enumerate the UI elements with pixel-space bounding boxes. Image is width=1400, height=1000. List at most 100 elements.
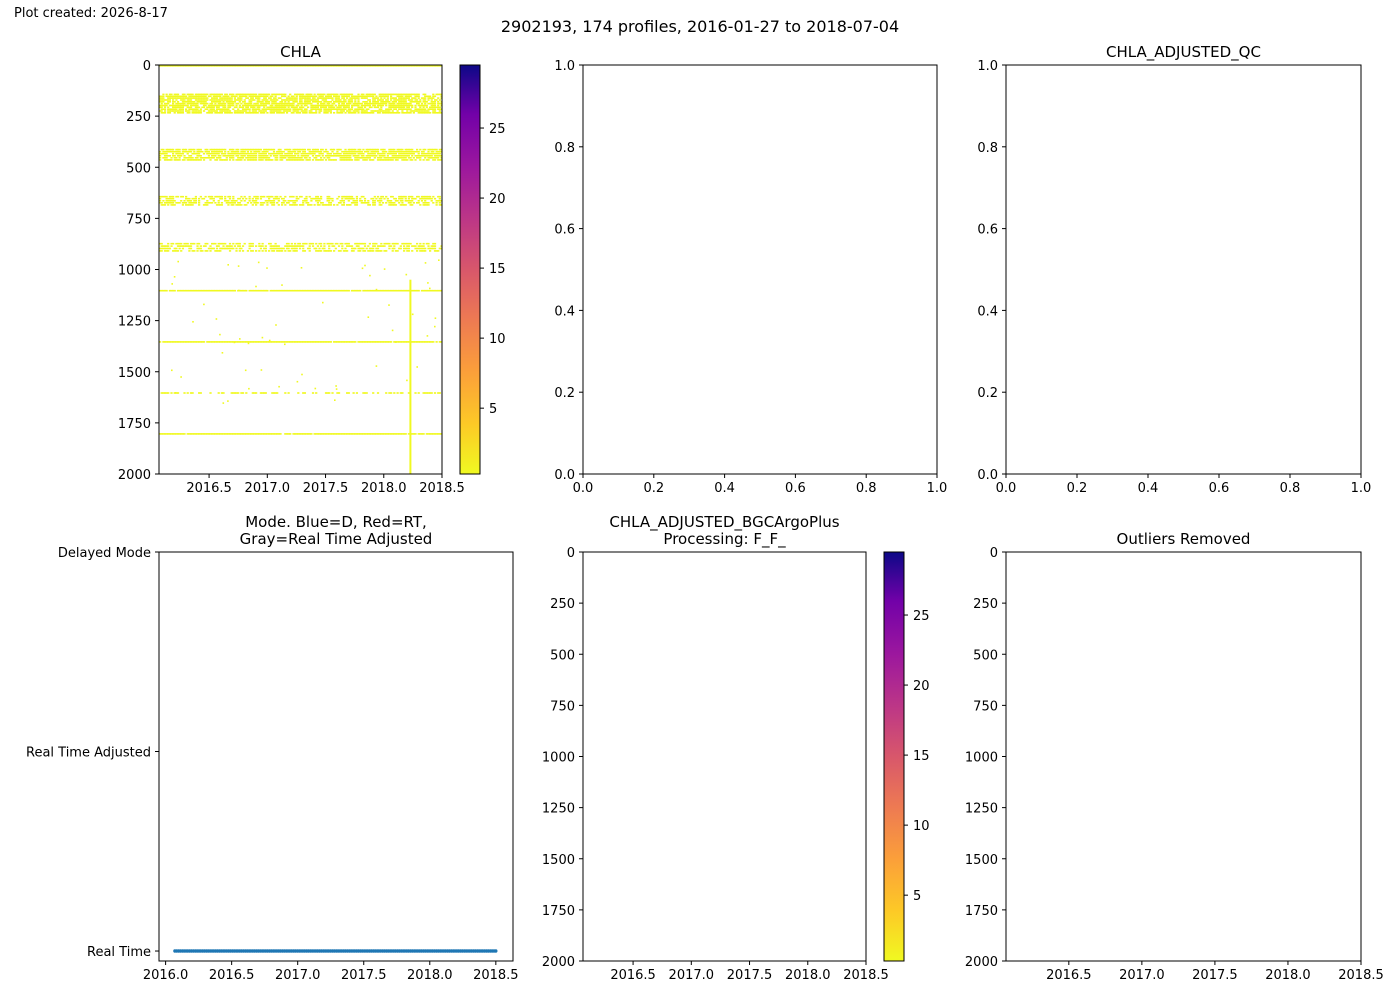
heatmap-cell — [170, 95, 173, 98]
heatmap-cell — [167, 112, 170, 114]
heatmap-cell — [336, 289, 339, 292]
heatmap-cell — [178, 247, 181, 250]
heatmap-cell — [189, 247, 193, 250]
heatmap-cell — [256, 106, 259, 109]
heatmap-cell — [193, 159, 196, 161]
heatmap-cell — [307, 101, 310, 103]
heatmap-cell — [331, 242, 334, 245]
heatmap-cell — [357, 433, 360, 435]
heatmap-cell — [235, 392, 238, 394]
heatmap-cell — [292, 104, 295, 107]
heatmap-cell — [225, 289, 228, 292]
heatmap-cell — [373, 152, 376, 155]
heatmap-cell — [417, 101, 420, 103]
axes-frame — [582, 64, 938, 475]
heatmap-cell — [206, 112, 209, 114]
heatmap-cell — [235, 155, 238, 157]
heatmap-cell — [303, 250, 307, 252]
heatmap-cell — [359, 148, 362, 151]
x-tick-label: 0.0 — [996, 481, 1017, 496]
heatmap-cell — [383, 65, 386, 67]
heatmap-cell — [222, 433, 225, 435]
heatmap-cell — [209, 104, 212, 107]
heatmap-cell — [365, 341, 368, 343]
heatmap-cell — [365, 148, 368, 151]
heatmap-cell — [289, 157, 292, 159]
heatmap-cell — [308, 159, 311, 161]
heatmap-cell — [183, 202, 186, 204]
heatmap-cell — [245, 104, 248, 107]
heatmap-cell — [162, 247, 165, 250]
heatmap-cell — [407, 106, 411, 109]
heatmap-cell — [347, 65, 350, 67]
heatmap-cell — [380, 95, 383, 98]
heatmap-cell — [235, 341, 238, 343]
heatmap-cell — [240, 99, 243, 101]
heatmap-cell — [211, 104, 214, 107]
heatmap-cell — [289, 150, 292, 153]
heatmap-cell — [375, 148, 378, 151]
heatmap-cell — [326, 110, 329, 112]
heatmap-cell — [311, 150, 315, 153]
heatmap-cell — [407, 289, 411, 292]
heatmap-cell — [411, 106, 414, 109]
heatmap-cell — [255, 250, 258, 252]
heatmap-cell — [188, 106, 191, 109]
heatmap-cell — [196, 101, 199, 103]
heatmap-cell — [349, 65, 352, 67]
heatmap-cell — [315, 341, 318, 343]
heatmap-cell — [346, 104, 349, 107]
heatmap-cell — [380, 341, 383, 343]
heatmap-cell — [248, 197, 251, 200]
heatmap-cell — [373, 341, 376, 343]
heatmap-cell — [310, 200, 313, 202]
heatmap-cell — [318, 152, 321, 155]
heatmap-cell — [256, 202, 259, 204]
heatmap-cell — [246, 93, 250, 96]
heatmap-cell — [220, 197, 224, 200]
heatmap-cell — [180, 102, 183, 105]
heatmap-cell — [326, 108, 329, 110]
heatmap-cell — [258, 65, 261, 67]
heatmap-cell — [176, 65, 180, 67]
heatmap-cell — [235, 159, 238, 161]
heatmap-cell — [390, 112, 393, 114]
heatmap-cell — [398, 108, 401, 110]
heatmap-cell — [427, 108, 430, 110]
heatmap-cell — [258, 157, 261, 159]
heatmap-cell — [331, 148, 334, 151]
heatmap-cell — [331, 289, 334, 292]
heatmap-cell — [248, 93, 251, 96]
heatmap-cell — [380, 104, 383, 107]
heatmap-cell — [336, 65, 339, 67]
heatmap-cell — [237, 202, 240, 204]
heatmap-cell — [198, 392, 201, 394]
heatmap-speck — [238, 289, 240, 292]
heatmap-cell — [310, 242, 313, 245]
heatmap-cell — [372, 102, 375, 105]
heatmap-cell — [407, 99, 411, 101]
heatmap-cell — [386, 159, 389, 161]
heatmap-cell — [228, 97, 232, 99]
heatmap-cell — [159, 150, 162, 153]
heatmap-cell — [196, 108, 199, 110]
heatmap-cell — [303, 289, 307, 292]
heatmap-cell — [297, 110, 300, 112]
heatmap-cell — [279, 110, 282, 112]
heatmap-cell — [232, 242, 235, 245]
heatmap-cell — [403, 159, 406, 161]
heatmap-cell — [238, 159, 241, 161]
panel-title: Mode. Blue=D, Red=RT, — [245, 513, 427, 531]
heatmap-cell — [409, 159, 412, 161]
heatmap-cell — [342, 65, 346, 67]
y-tick-label: 0.6 — [977, 223, 998, 238]
heatmap-cell — [411, 150, 414, 153]
heatmap-cell — [368, 65, 372, 67]
heatmap-cell — [321, 93, 324, 96]
heatmap-cell — [339, 148, 342, 151]
x-tick-label: 2016.5 — [186, 481, 232, 496]
heatmap-cell — [160, 247, 163, 250]
heatmap-cell — [165, 200, 168, 202]
heatmap-cell — [180, 195, 183, 198]
